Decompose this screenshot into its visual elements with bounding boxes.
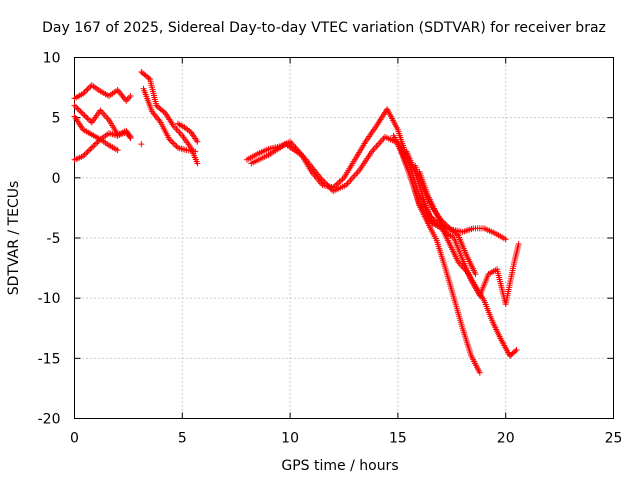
series-arc-f [140, 85, 199, 155]
data-point [127, 135, 134, 142]
data-point [321, 179, 328, 186]
data-point [317, 174, 324, 181]
data-point [327, 185, 334, 192]
data-point [502, 236, 509, 243]
x-tick-label: 10 [281, 431, 299, 447]
data-point [80, 153, 87, 160]
x-tick-label: 15 [389, 431, 407, 447]
data-point [82, 113, 89, 120]
data-point [172, 141, 179, 148]
y-tick-label: 10 [43, 51, 61, 67]
data-point [325, 183, 332, 190]
data-point [173, 143, 180, 150]
data-point [84, 115, 91, 122]
data-point [82, 87, 89, 94]
data-point [82, 150, 89, 157]
grid-lines [74, 57, 614, 419]
series-arc-g [174, 120, 201, 145]
data-point [81, 151, 88, 158]
x-tick-label: 5 [178, 431, 187, 447]
data-point [192, 148, 199, 155]
data-point [442, 221, 449, 228]
data-point [81, 89, 88, 96]
data-point [85, 147, 92, 154]
y-tick-label: -15 [38, 351, 61, 367]
data-point [91, 141, 98, 148]
data-point [78, 109, 85, 116]
series-stray-point [138, 141, 145, 148]
y-tick-label: 5 [52, 111, 61, 127]
x-tick-label: 25 [605, 431, 623, 447]
data-point [72, 104, 79, 111]
data-point [324, 182, 331, 189]
data-point [90, 143, 97, 150]
y-axis-label: SDTVAR / TECUs [6, 181, 22, 296]
data-point [87, 146, 94, 153]
series-arc-h [243, 106, 509, 243]
data-point [74, 105, 81, 112]
data-point [160, 108, 167, 115]
data-point [440, 219, 447, 226]
series-arc-j [390, 132, 483, 376]
data-point [472, 271, 479, 278]
data-point [80, 90, 87, 97]
data-point [80, 111, 87, 118]
y-tick-label: -5 [47, 231, 61, 247]
data-point [127, 93, 134, 100]
data-point [167, 137, 174, 144]
data-point [75, 106, 82, 113]
series-arc-a [71, 82, 134, 104]
data-points [71, 68, 522, 376]
y-tick-label: 0 [52, 171, 61, 187]
data-point [443, 222, 450, 229]
data-point [81, 112, 88, 119]
data-point [194, 138, 201, 145]
data-point [169, 139, 176, 146]
data-point [94, 139, 101, 146]
series-arc-m [412, 162, 479, 278]
y-tick-label: -10 [38, 291, 61, 307]
data-point [515, 241, 522, 248]
data-point [114, 147, 121, 154]
y-tick-label: -20 [38, 412, 61, 428]
x-axis-label: GPS time / hours [281, 458, 398, 474]
data-point [476, 369, 483, 376]
data-point [145, 74, 152, 81]
data-point [328, 186, 335, 193]
data-point [71, 102, 78, 109]
x-tick-label: 0 [70, 431, 79, 447]
data-point [84, 86, 91, 93]
data-point [445, 223, 452, 230]
data-point [85, 116, 92, 123]
data-point [84, 148, 91, 155]
chart-title: Day 167 of 2025, Sidereal Day-to-day VTE… [42, 20, 606, 36]
data-point [88, 144, 95, 151]
data-point [318, 176, 325, 183]
data-point [453, 231, 460, 238]
data-point [337, 177, 344, 184]
data-point [194, 160, 201, 167]
data-point [166, 136, 173, 143]
data-point [336, 178, 343, 185]
data-point [138, 141, 145, 148]
data-point [85, 84, 92, 91]
data-point [323, 180, 330, 187]
series-arc-e [138, 68, 201, 167]
data-point [77, 108, 84, 115]
data-point [170, 140, 177, 147]
data-point [334, 180, 341, 187]
data-point [513, 346, 520, 353]
data-point [339, 176, 346, 183]
x-tick-label: 20 [497, 431, 515, 447]
data-point [512, 348, 519, 355]
data-point [320, 177, 327, 184]
data-point [93, 140, 100, 147]
series-arc-l [416, 168, 522, 308]
data-point [438, 216, 445, 223]
axis-ticks: 0 5 10 15 20 25 -20 -15 -10 -5 0 5 10 [38, 51, 623, 447]
series-arc-d [71, 129, 134, 163]
data-point [439, 218, 446, 225]
data-point [95, 137, 102, 144]
